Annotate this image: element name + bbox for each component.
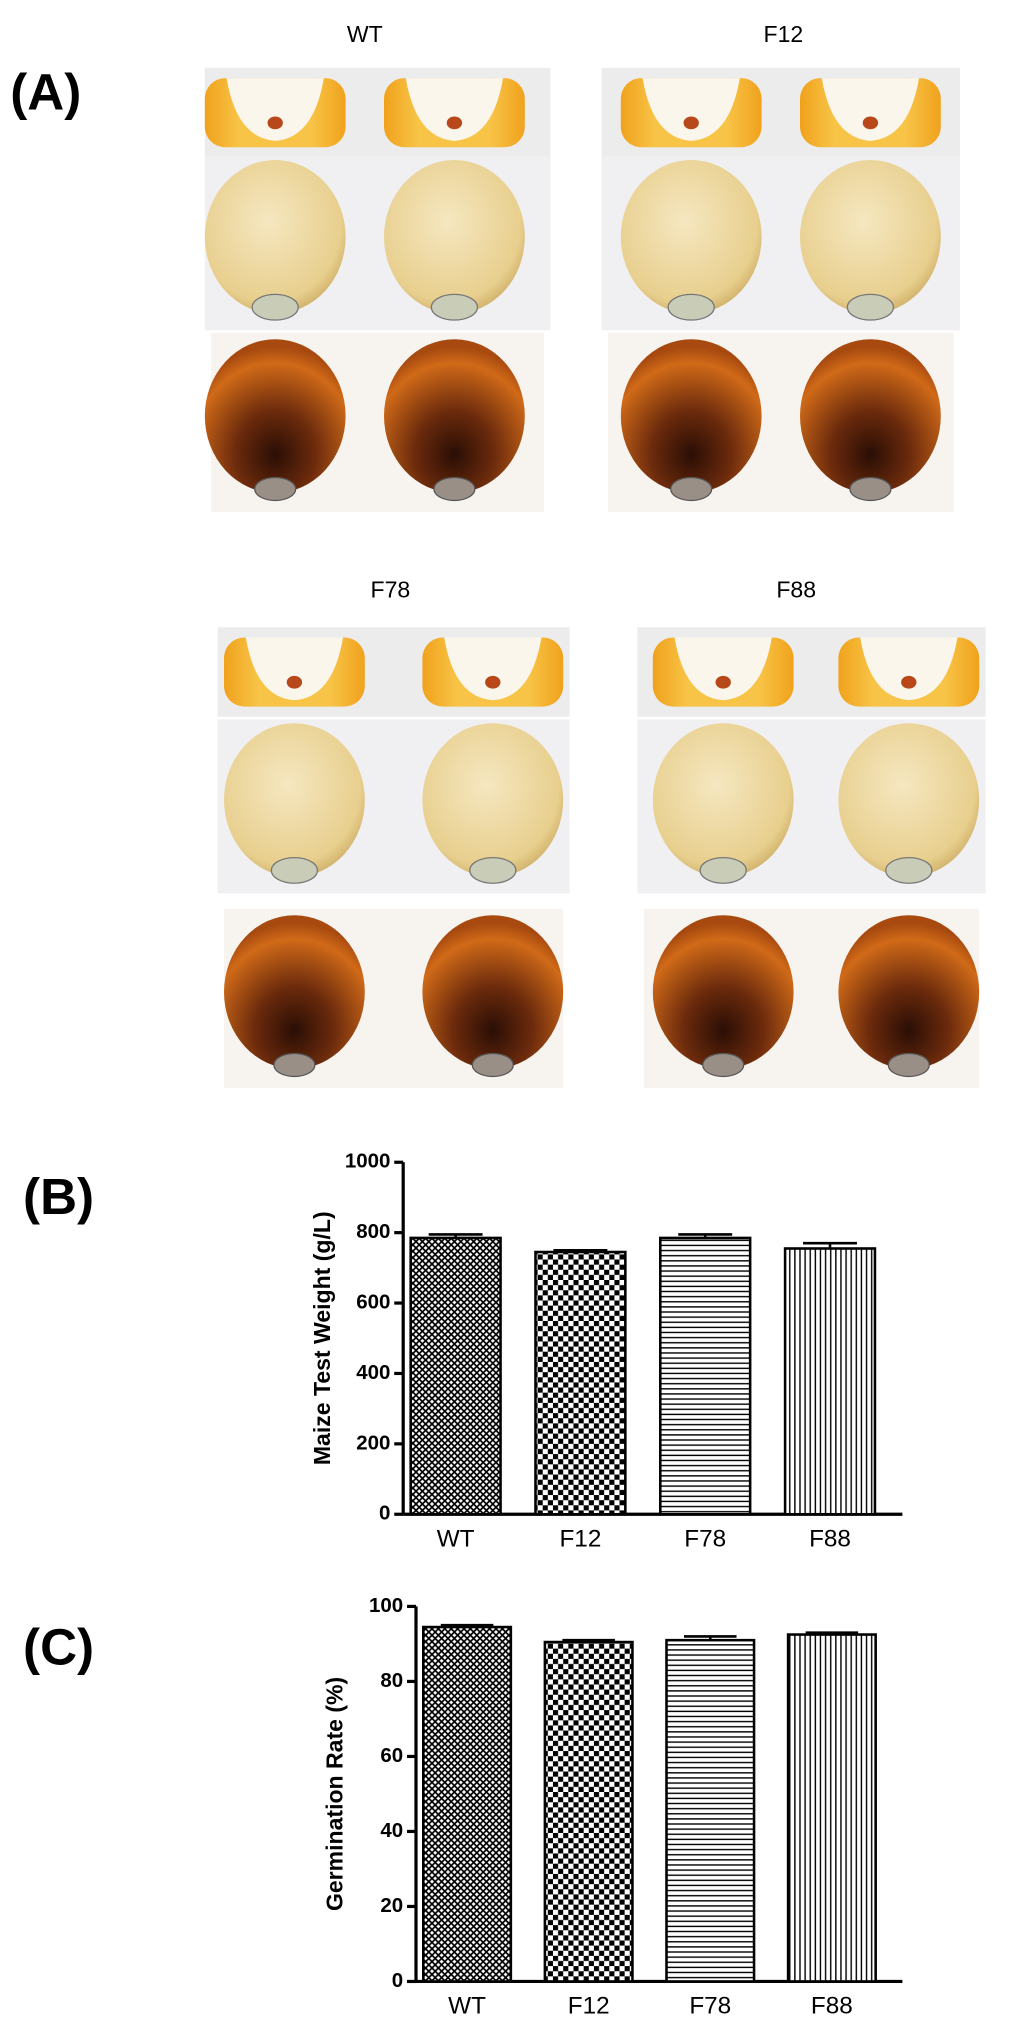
kernel-dark [224, 915, 365, 1069]
kernel-pale [838, 723, 980, 877]
y-tick-label: 80 [380, 1669, 403, 1692]
kernel-tip [273, 1052, 316, 1078]
error-bar [805, 1631, 859, 1635]
error-bar [428, 1233, 483, 1238]
kernel-endosperm [642, 78, 740, 141]
bar-chart: 0 200 400 600 800 1000 Maize Test Weight (g/L)… [309, 1150, 903, 1552]
x-tick-label: WT [448, 1992, 486, 2019]
kernel-embryo [862, 116, 879, 130]
kernel-tip [430, 293, 479, 321]
kernel-endosperm [821, 78, 920, 141]
y-tick-label: 40 [380, 1819, 403, 1842]
x-tick-label: F12 [559, 1525, 601, 1552]
bar [786, 1633, 877, 1983]
y-tick-label: 60 [380, 1744, 403, 1767]
error-bar [553, 1248, 608, 1253]
kernel-dark [204, 339, 346, 493]
error-bar [684, 1635, 737, 1641]
kernel-tip [846, 293, 895, 321]
x-tick-label: F12 [568, 1992, 610, 2019]
kernel-endosperm [226, 78, 324, 141]
y-axis-label: Maize Test Weight (g/L) [309, 1211, 335, 1465]
kernel-dark [800, 339, 941, 493]
bar [543, 1640, 634, 1983]
y-tick-label: 100 [369, 1594, 403, 1617]
kernel-pale [652, 723, 794, 877]
kernel-dark [620, 339, 762, 493]
bar [534, 1250, 627, 1516]
group-label: WT [347, 21, 383, 47]
kernel-tip [471, 1052, 514, 1078]
kernel-tip [469, 856, 517, 884]
group-label: F88 [776, 576, 816, 602]
kernel-tip [885, 856, 933, 884]
y-tick-label: 200 [356, 1431, 390, 1454]
kernel-dark [838, 915, 980, 1069]
kernel-pale [422, 723, 564, 877]
kernel-tip [699, 856, 747, 884]
y-tick-label: 1000 [345, 1150, 391, 1173]
group-label: F78 [371, 576, 411, 602]
error-bar [562, 1638, 615, 1643]
kernel-tip [849, 476, 892, 502]
panel-label: (A) [10, 64, 81, 121]
kernel-embryo [485, 675, 501, 689]
bar [409, 1236, 502, 1516]
kernel-embryo [683, 116, 699, 130]
y-tick-label: 400 [356, 1361, 390, 1384]
error-bar [803, 1241, 857, 1249]
kernel-embryo [715, 675, 731, 689]
x-tick-label: F78 [689, 1992, 731, 2019]
error-bar [440, 1623, 494, 1628]
kernel-tip [254, 476, 297, 502]
x-tick-label: F88 [809, 1525, 851, 1552]
bar-chart: 0 20 40 60 80 100 Germination Rate (%) WT F12 F78… [322, 1594, 903, 2019]
kernel-endosperm [444, 637, 542, 701]
bar [783, 1247, 877, 1516]
kernel-tip [702, 1052, 745, 1078]
kernel-pale [800, 160, 941, 314]
group-label: F12 [764, 21, 804, 47]
y-axis-label: Germination Rate (%) [322, 1677, 348, 1911]
kernel-tip [887, 1052, 930, 1078]
kernel-tip [670, 476, 713, 502]
y-tick-label: 0 [379, 1502, 390, 1525]
kernel-photos [204, 67, 986, 1089]
kernel-embryo [446, 116, 463, 130]
panel-label: (C) [23, 1619, 94, 1676]
kernel-endosperm [405, 78, 504, 141]
kernel-dark [652, 915, 794, 1069]
kernel-pale [224, 723, 365, 877]
x-tick-label: F78 [684, 1525, 726, 1552]
kernel-endosperm [674, 637, 772, 701]
kernel-tip [270, 856, 319, 884]
y-tick-label: 600 [356, 1290, 390, 1313]
kernel-dark [422, 915, 564, 1069]
bar [422, 1625, 513, 1983]
error-bar [678, 1233, 733, 1238]
y-tick-label: 800 [356, 1220, 390, 1243]
bar [659, 1236, 752, 1516]
kernel-embryo [901, 675, 917, 689]
kernel-pale [204, 160, 346, 314]
panel-label: (B) [23, 1168, 94, 1225]
kernel-endosperm [860, 637, 958, 701]
y-tick-label: 20 [380, 1894, 403, 1917]
kernel-endosperm [245, 637, 344, 701]
y-tick-label: 0 [392, 1969, 403, 1992]
kernel-embryo [286, 675, 303, 689]
bar [665, 1638, 756, 1983]
kernel-pale [620, 160, 762, 314]
kernel-embryo [267, 116, 283, 130]
x-tick-label: WT [437, 1525, 475, 1552]
kernel-pale [384, 160, 525, 314]
x-tick-label: F88 [811, 1992, 853, 2019]
kernel-tip [667, 293, 715, 321]
kernel-tip [433, 476, 476, 502]
kernel-dark [384, 339, 525, 493]
kernel-tip [251, 293, 299, 321]
